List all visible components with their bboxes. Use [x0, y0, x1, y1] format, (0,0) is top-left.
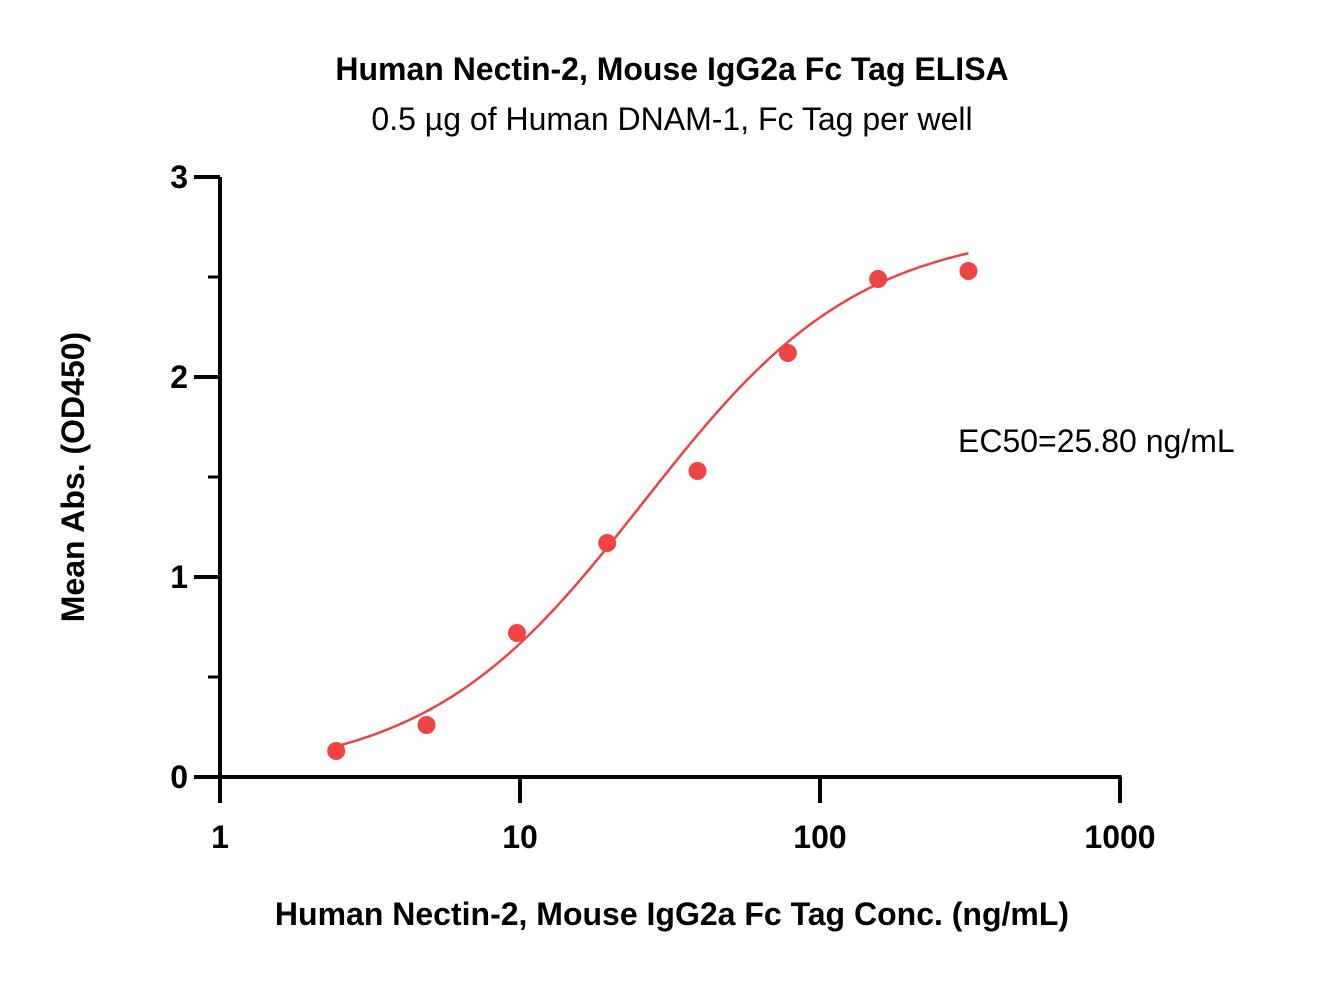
fit-curve — [335, 252, 969, 748]
data-point — [959, 262, 978, 280]
x-axis: 1 10 100 1000 — [194, 775, 1156, 855]
chart-title: Human Nectin-2, Mouse IgG2a Fc Tag ELISA — [335, 51, 1008, 87]
chart-subtitle: 0.5 µg of Human DNAM-1, Fc Tag per well — [371, 101, 972, 137]
data-point — [598, 534, 617, 552]
data-point — [778, 344, 797, 362]
x-tick-label: 1000 — [1084, 819, 1155, 855]
data-point — [507, 624, 526, 642]
y-axis-label: Mean Abs. (OD450) — [55, 332, 91, 622]
data-point — [688, 462, 707, 480]
x-tick-label: 10 — [502, 819, 538, 855]
y-tick-label: 0 — [170, 759, 188, 795]
y-tick-label: 3 — [170, 159, 188, 195]
x-tick-label: 1 — [211, 819, 229, 855]
data-points — [327, 262, 978, 760]
data-point — [327, 742, 346, 760]
y-axis: 0 1 2 3 — [170, 159, 222, 795]
y-tick-label: 2 — [170, 359, 188, 395]
x-tick-label: 100 — [793, 819, 846, 855]
ec50-annotation: EC50=25.80 ng/mL — [958, 423, 1235, 459]
data-point — [869, 270, 888, 288]
x-axis-label: Human Nectin-2, Mouse IgG2a Fc Tag Conc.… — [275, 896, 1069, 932]
y-tick-label: 1 — [170, 559, 188, 595]
data-point — [417, 716, 436, 734]
